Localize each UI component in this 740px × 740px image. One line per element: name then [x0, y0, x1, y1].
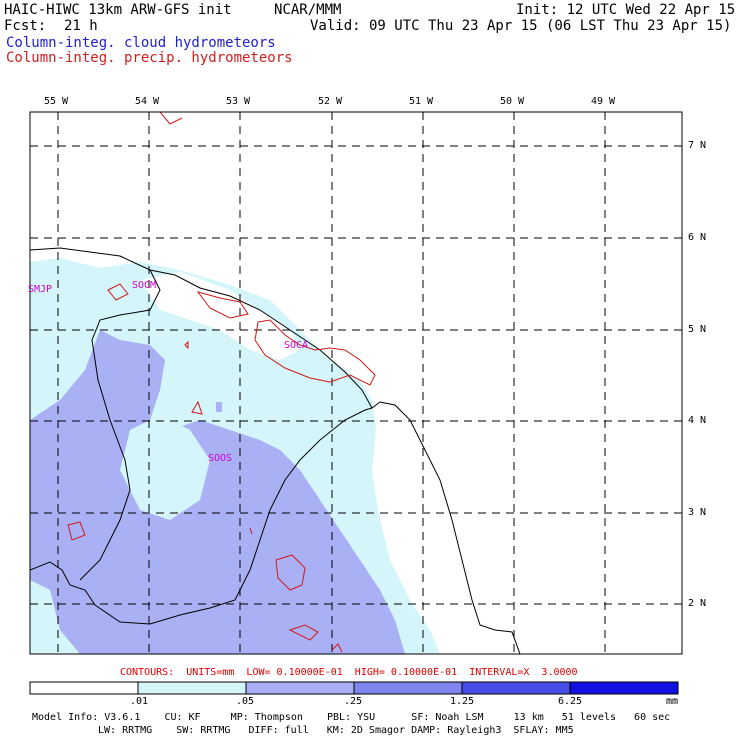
contours-info: CONTOURS: UNITS=mm LOW= 0.10000E-01 HIGH… — [120, 667, 578, 678]
lon-label-50w: 50 W — [500, 96, 525, 107]
lat-label-7n: 7 N — [688, 140, 707, 151]
cloud-field-medium — [30, 330, 405, 654]
colorbar-tick-125: 1.25 — [450, 696, 475, 707]
colorbar-tick-625: 6.25 — [558, 696, 583, 707]
footer-physics-info: LW: RRTMG SW: RRTMG DIFF: full KM: 2D Sm… — [98, 725, 574, 736]
lon-label-52w: 52 W — [318, 96, 343, 107]
station-smjp: SMJP — [28, 284, 53, 295]
lon-label-51w: 51 W — [409, 96, 434, 107]
lat-label-4n: 4 N — [688, 415, 707, 426]
axis-ticks — [57, 112, 682, 605]
lat-label-2n: 2 N — [688, 598, 707, 609]
colorbar — [29, 681, 679, 695]
org-label: NCAR/MMM — [274, 2, 342, 18]
cloud-gap — [120, 415, 210, 520]
lon-label-53w: 53 W — [226, 96, 251, 107]
fcst-value: 21 h — [64, 18, 98, 34]
lat-label-6n: 6 N — [688, 232, 707, 243]
coastline — [30, 247, 521, 654]
lon-label-55w: 55 W — [44, 96, 69, 107]
map-frame — [29, 111, 683, 655]
fcst-label: Fcst: — [4, 18, 47, 34]
valid-time: Valid: 09 UTC Thu 23 Apr 15 (06 LST Thu … — [310, 18, 732, 34]
graticule — [30, 112, 682, 654]
cloud-gap-2 — [140, 272, 300, 360]
station-socm: SOCM — [132, 280, 157, 291]
field-cloud-label: Column-integ. cloud hydrometeors — [6, 35, 276, 51]
precip-contours — [67, 112, 376, 653]
lat-label-5n: 5 N — [688, 324, 707, 335]
colorbar-tick-25: .25 — [344, 696, 363, 707]
cloud-spot — [216, 402, 222, 412]
lat-label-3n: 3 N — [688, 507, 707, 518]
colorbar-unit: mm — [666, 696, 679, 707]
station-soos: SOOS — [208, 453, 233, 464]
init-time: Init: 12 UTC Wed 22 Apr 15 — [516, 2, 736, 18]
lon-label-54w: 54 W — [135, 96, 160, 107]
footer-model-info: Model Info: V3.6.1 CU: KF MP: Thompson P… — [32, 712, 671, 723]
station-soca: SOCA — [284, 340, 309, 351]
colorbar-tick-01: .01 — [130, 696, 149, 707]
colorbar-tick-05: .05 — [236, 696, 255, 707]
lon-label-49w: 49 W — [591, 96, 616, 107]
plot-title: HAIC-HIWC 13km ARW-GFS init — [4, 2, 232, 18]
field-precip-label: Column-integ. precip. hydrometeors — [6, 50, 293, 66]
